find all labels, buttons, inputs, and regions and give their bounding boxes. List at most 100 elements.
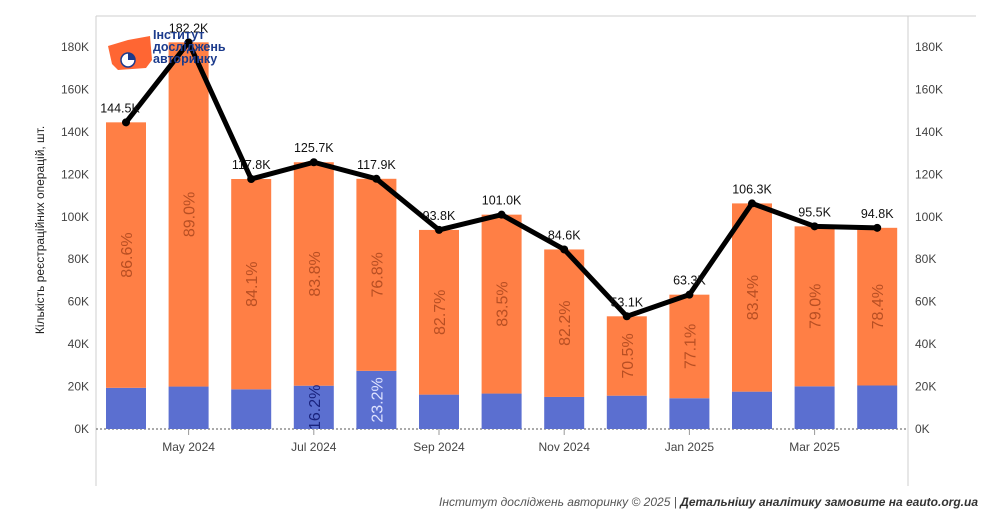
y-tick-right: 0K: [915, 422, 930, 436]
y-axis-label: Кількість реєстраційних операцій, шт.: [33, 126, 47, 334]
x-ticks: May 2024 Jul 2024 Sep 2024 Nov 2024 Jan 2025…: [162, 429, 840, 454]
y-tick-left: 160K: [61, 82, 89, 96]
bar-segment-upper: [106, 122, 146, 388]
bar-segment-lower: [732, 391, 772, 429]
bars-group: [106, 42, 898, 429]
y-tick-left: 120K: [61, 167, 89, 181]
y-tick-right: 160K: [915, 82, 943, 96]
bar-segment-lower: [606, 395, 647, 429]
logo-line-1: Інститут: [153, 28, 204, 42]
footer-cta: Детальнішу аналітику замовите на eauto.o…: [680, 495, 978, 509]
y-tick-right: 120K: [915, 167, 943, 181]
segment-percent-label: 89.0%: [182, 192, 199, 237]
segment-percent-label: 23.2%: [369, 377, 386, 422]
segment-percent-label: 70.5%: [620, 333, 637, 378]
total-point: [748, 199, 756, 208]
total-value-label: 101.0K: [482, 194, 522, 208]
y-tick-left: 60K: [68, 295, 89, 309]
bar-segment-lower: [481, 393, 522, 429]
x-tick-label: Mar 2025: [789, 440, 840, 454]
total-point: [497, 210, 506, 219]
segment-percent-label: 83.8%: [307, 251, 324, 296]
bar-segment-lower: [293, 385, 334, 429]
y-tick-right: 20K: [915, 380, 936, 394]
total-value-label: 117.9K: [357, 158, 396, 172]
bar-segment-upper: [794, 226, 835, 387]
total-value-label: 93.8K: [423, 209, 456, 223]
y-ticks-left: 0K 20K 40K 60K 80K 100K 120K 140K 160K 180K: [61, 40, 89, 436]
total-point: [247, 175, 256, 184]
y-tick-right: 100K: [915, 210, 943, 224]
y-tick-right: 60K: [915, 295, 936, 309]
bar-segment-upper: [481, 214, 522, 394]
logo-pie-icon: [128, 53, 135, 60]
bar-segment-lower: [669, 398, 710, 429]
total-value-label: 63.3K: [673, 274, 706, 288]
total-point: [810, 222, 819, 231]
percent-labels-group: 86.6% 89.0% 84.1% 16.2% 83.8% 23.2% 76.8% 82.7%…: [119, 192, 887, 430]
segment-percent-label: 83.5%: [495, 281, 512, 326]
total-point: [560, 245, 569, 254]
segment-percent-label: 82.7%: [432, 290, 449, 335]
logo-line-2: досліджень: [153, 40, 226, 54]
total-point: [309, 158, 318, 167]
x-tick-label: Jul 2024: [291, 440, 337, 454]
total-point: [622, 312, 631, 321]
footer-copyright: Інститут досліджень авторинку © 2025 |: [439, 495, 681, 509]
total-point: [685, 290, 694, 299]
total-value-label: 53.1K: [610, 295, 643, 309]
segment-percent-label: 78.4%: [870, 284, 887, 329]
y-tick-left: 100K: [61, 210, 89, 224]
bar-segment-upper: [419, 229, 459, 395]
bar-segment-upper: [168, 42, 209, 387]
segment-percent-label: 76.8%: [369, 252, 386, 297]
logo-line-3: авторинку: [153, 52, 217, 66]
bar-segment-lower: [356, 370, 397, 429]
x-tick-label: May 2024: [162, 440, 215, 454]
total-value-label: 117.8K: [232, 158, 271, 172]
y-tick-left: 40K: [68, 337, 89, 351]
bar-segment-lower: [544, 396, 585, 429]
segment-percent-label: 79.0%: [808, 284, 825, 329]
brand-logo: Інститут досліджень авторинку: [108, 28, 226, 70]
bar-segment-upper: [231, 179, 272, 390]
y-tick-right: 40K: [915, 337, 936, 351]
total-point: [184, 38, 193, 47]
y-tick-right: 140K: [915, 125, 943, 139]
total-value-label: 144.5K: [100, 101, 140, 115]
total-point: [873, 223, 882, 232]
bar-segment-upper: [293, 162, 334, 386]
bar-segment-upper: [606, 316, 647, 396]
bar-segment-upper: [732, 203, 772, 392]
y-tick-left: 80K: [68, 252, 89, 266]
total-value-label: 94.8K: [861, 207, 894, 221]
bar-segment-lower: [857, 385, 898, 429]
segment-percent-label: 83.4%: [745, 275, 762, 320]
segment-percent-label: 77.1%: [682, 324, 699, 369]
y-ticks-right: 0K 20K 40K 60K 80K 100K 120K 140K 160K 180K: [915, 40, 943, 436]
y-tick-right: 80K: [915, 252, 936, 266]
x-tick-label: Nov 2024: [539, 440, 591, 454]
total-point: [435, 225, 443, 234]
y-tick-left: 140K: [61, 125, 89, 139]
y-tick-left: 0K: [74, 422, 89, 436]
bar-segment-upper: [356, 178, 397, 371]
bar-segment-lower: [794, 386, 835, 429]
bar-segment-lower: [419, 394, 459, 429]
bar-segment-lower: [231, 389, 272, 429]
chart: 86.6% 89.0% 84.1% 16.2% 83.8% 23.2% 76.8% 82.7%…: [33, 15, 976, 486]
footer-credit: Інститут досліджень авторинку © 2025 | Д…: [439, 495, 978, 509]
y-tick-left: 180K: [61, 40, 89, 54]
total-value-label: 125.7K: [294, 141, 334, 155]
bar-segment-upper: [669, 294, 710, 399]
segment-percent-label: 82.2%: [557, 301, 574, 346]
segment-percent-label: 16.2%: [307, 385, 324, 430]
segment-percent-label: 84.1%: [244, 261, 261, 306]
total-value-label: 106.3K: [732, 182, 772, 196]
y-tick-left: 20K: [68, 380, 89, 394]
total-point: [372, 174, 381, 183]
y-tick-right: 180K: [915, 40, 943, 54]
total-point: [122, 118, 130, 127]
x-tick-label: Sep 2024: [413, 440, 465, 454]
bar-segment-lower: [168, 386, 209, 429]
